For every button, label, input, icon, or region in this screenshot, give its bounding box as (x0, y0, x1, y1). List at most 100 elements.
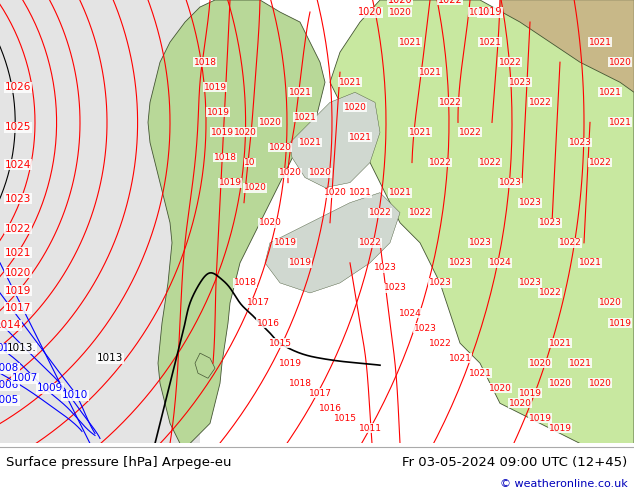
Text: 1020: 1020 (387, 0, 412, 5)
Text: 1021: 1021 (294, 113, 316, 122)
Text: 1020: 1020 (5, 268, 31, 278)
Text: 1017: 1017 (5, 303, 31, 313)
Text: 1020: 1020 (469, 7, 491, 17)
Text: 1022: 1022 (588, 158, 611, 167)
Text: 1016: 1016 (318, 404, 342, 413)
Text: 1018: 1018 (233, 278, 257, 288)
Polygon shape (330, 0, 634, 443)
Text: 1023: 1023 (508, 78, 531, 87)
Text: 1019: 1019 (478, 7, 502, 17)
Text: 1020: 1020 (259, 218, 281, 227)
Text: 1015: 1015 (269, 339, 292, 347)
Polygon shape (148, 0, 325, 443)
Text: 1023: 1023 (384, 283, 406, 293)
Text: 1021: 1021 (5, 248, 31, 258)
Text: 1021: 1021 (288, 88, 311, 97)
Text: 1007: 1007 (12, 373, 38, 383)
Text: 1021: 1021 (588, 38, 611, 47)
Text: 1019: 1019 (288, 258, 311, 268)
Text: 1019: 1019 (548, 424, 571, 433)
Text: 1023: 1023 (538, 218, 562, 227)
Polygon shape (265, 193, 400, 293)
Text: 1024: 1024 (5, 160, 31, 170)
Text: 1021: 1021 (399, 38, 422, 47)
Text: 1023: 1023 (498, 178, 521, 187)
Text: 1023: 1023 (519, 198, 541, 207)
Text: 1016: 1016 (257, 318, 280, 327)
Text: 1020: 1020 (389, 7, 411, 17)
Text: 1022: 1022 (359, 238, 382, 247)
Text: 1019: 1019 (529, 414, 552, 423)
Text: 1026: 1026 (5, 82, 31, 92)
Text: 1020: 1020 (598, 298, 621, 308)
Text: 1018: 1018 (288, 379, 311, 388)
Text: 1024: 1024 (489, 258, 512, 268)
Text: 1025: 1025 (5, 122, 31, 132)
Text: 1022: 1022 (529, 98, 552, 107)
Text: 1022: 1022 (458, 128, 481, 137)
Text: 1024: 1024 (399, 309, 422, 318)
Text: 1022: 1022 (5, 224, 31, 234)
Text: 1020: 1020 (609, 58, 631, 67)
Text: 1022: 1022 (539, 289, 561, 297)
Text: 1019: 1019 (519, 389, 541, 398)
Text: 1021: 1021 (349, 133, 372, 142)
Text: 1017: 1017 (247, 298, 269, 308)
Text: 1021: 1021 (609, 118, 631, 127)
Text: 1005: 1005 (0, 395, 19, 405)
Text: 1022: 1022 (409, 208, 431, 217)
Text: 1021: 1021 (579, 258, 602, 268)
Text: 1019: 1019 (210, 128, 233, 137)
Text: 1022: 1022 (479, 158, 501, 167)
Text: 1013.: 1013. (7, 343, 37, 353)
Text: 1021: 1021 (449, 354, 472, 363)
Text: 1023: 1023 (519, 278, 541, 288)
Text: 1023: 1023 (469, 238, 491, 247)
Text: 1018: 1018 (214, 153, 236, 162)
Text: 012: 012 (0, 343, 16, 353)
Text: 1020: 1020 (508, 399, 531, 408)
Text: 1020: 1020 (529, 359, 552, 368)
Text: 1021: 1021 (349, 188, 372, 197)
Text: 1021: 1021 (479, 38, 501, 47)
Text: 1022: 1022 (429, 158, 451, 167)
Text: 1020: 1020 (548, 379, 571, 388)
Text: 1022: 1022 (437, 0, 462, 5)
Text: 1014: 1014 (0, 320, 21, 330)
Text: 1023: 1023 (569, 138, 592, 147)
Text: 1023: 1023 (413, 323, 436, 333)
Text: 1020: 1020 (344, 103, 366, 112)
Text: 1021: 1021 (548, 339, 571, 347)
Text: 1019: 1019 (278, 359, 302, 368)
Text: 1022: 1022 (368, 208, 391, 217)
Text: 1019: 1019 (207, 108, 230, 117)
Text: 1023: 1023 (5, 194, 31, 204)
Polygon shape (0, 0, 200, 443)
Text: 1021: 1021 (339, 78, 361, 87)
Text: 1020: 1020 (489, 384, 512, 393)
Text: 1019: 1019 (273, 238, 297, 247)
Text: 1017: 1017 (309, 389, 332, 398)
Text: 1021: 1021 (299, 138, 321, 147)
Text: Fr 03-05-2024 09:00 UTC (12+45): Fr 03-05-2024 09:00 UTC (12+45) (403, 456, 628, 468)
Text: 1023: 1023 (429, 278, 451, 288)
Text: 1021: 1021 (389, 188, 411, 197)
Text: 1020: 1020 (358, 7, 382, 17)
Text: 1006: 1006 (0, 380, 19, 390)
Polygon shape (500, 0, 634, 183)
Text: 1021: 1021 (469, 368, 491, 378)
Text: 1019: 1019 (609, 318, 631, 327)
Text: 1022: 1022 (559, 238, 581, 247)
Text: 1019: 1019 (204, 83, 226, 92)
Text: 1021: 1021 (418, 68, 441, 77)
Text: 1013: 1013 (97, 353, 123, 363)
Text: 1008: 1008 (0, 363, 19, 373)
Text: Surface pressure [hPa] Arpege-eu: Surface pressure [hPa] Arpege-eu (6, 456, 232, 468)
Text: 1022: 1022 (429, 339, 451, 347)
Text: 10: 10 (244, 158, 256, 167)
Text: 1011: 1011 (358, 424, 382, 433)
Text: 1022: 1022 (439, 98, 462, 107)
Text: 1019: 1019 (5, 286, 31, 296)
Text: © weatheronline.co.uk: © weatheronline.co.uk (500, 479, 628, 490)
Text: 1018: 1018 (193, 58, 216, 67)
